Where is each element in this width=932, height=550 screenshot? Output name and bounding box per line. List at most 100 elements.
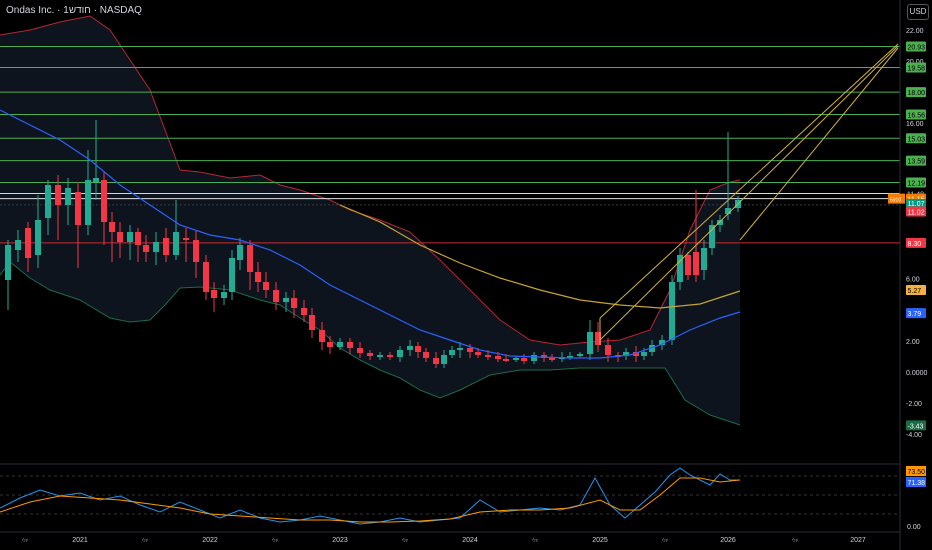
candle-body [117, 232, 123, 242]
candle-body [441, 355, 447, 364]
y-tick-label: 6.00 [906, 277, 920, 284]
candle-body [127, 232, 133, 242]
green-level-tag [906, 62, 926, 73]
candle-body [5, 245, 11, 280]
alert-prefix-text: 5910 [890, 198, 901, 204]
candle-body [701, 248, 707, 270]
x-minor-tick-label: יולי [272, 537, 279, 544]
rsi-line [0, 467, 740, 525]
candle-body [709, 225, 715, 248]
candle-body [693, 252, 699, 275]
candle-body [595, 332, 601, 345]
candle-body [677, 255, 683, 282]
basis-value-tag [906, 308, 926, 319]
trend-fan-line [599, 43, 899, 319]
candle-body [183, 238, 189, 240]
candle-body [15, 240, 21, 250]
green-level-tag-text: 19.58 [908, 66, 926, 73]
candle-body [457, 348, 463, 350]
x-tick-label: 2024 [462, 537, 478, 544]
candle-body [367, 353, 373, 356]
green-level-tag-text: 13.59 [908, 159, 926, 166]
candle-body [669, 282, 675, 340]
candle-body [717, 220, 723, 225]
candle-body [85, 180, 91, 225]
candle-body [263, 282, 269, 290]
candle-body [273, 290, 279, 302]
candle-body [203, 262, 209, 292]
candle-body [291, 298, 297, 308]
candle-body [357, 348, 363, 353]
rsi-ma-tag-text: 73.50 [908, 469, 926, 476]
trend-fan-line [599, 45, 899, 341]
chart-title: Ondas Inc. · 1חודש · NASDAQ [6, 5, 142, 16]
x-tick-label: 2023 [332, 537, 348, 544]
candle-body [247, 245, 253, 272]
y-tick-label: -2.00 [906, 401, 922, 408]
candle-body [173, 232, 179, 255]
candle-body [163, 238, 169, 255]
x-tick-label: 2022 [202, 537, 218, 544]
green-level-tag [906, 177, 926, 188]
x-minor-tick-label: יולי [792, 537, 799, 544]
green-level-tag [906, 155, 926, 166]
candle-body [449, 350, 455, 355]
candle-body [55, 185, 61, 205]
candle-body [221, 292, 227, 298]
candle-body [255, 272, 261, 282]
x-minor-tick-label: יולי [662, 537, 669, 544]
candle-body [513, 358, 519, 360]
green-level-tag [906, 109, 926, 120]
bollinger-band-fill [0, 16, 740, 425]
candle-body [45, 185, 51, 218]
y-tick-label: 0.0000 [906, 370, 928, 377]
candle-body [521, 358, 527, 361]
lower-band-tag-text: -3.43 [908, 423, 924, 430]
candle-body [641, 352, 647, 356]
ma-value-tag [906, 285, 926, 296]
x-minor-tick-label: יולי [402, 537, 409, 544]
currency-button[interactable]: USD [907, 4, 929, 20]
ma-value-tag-text: 5.27 [908, 288, 922, 295]
x-tick-label: 2026 [720, 537, 736, 544]
x-tick-label: 2021 [72, 537, 88, 544]
candle-body [407, 346, 413, 350]
candle-body [211, 290, 217, 298]
green-level-tag-text: 15.03 [908, 136, 926, 143]
candle-body [347, 342, 353, 348]
rsi-zero-label: 0.00 [907, 524, 921, 531]
rsi-ma-line [0, 477, 741, 523]
candle-body [237, 245, 243, 260]
x-minor-tick-label: יולי [22, 537, 29, 544]
candle-body [135, 232, 141, 245]
green-level-tag-text: 20.93 [908, 45, 926, 52]
candle-body [109, 222, 115, 232]
candle-body [725, 208, 731, 214]
red-level-tag-text: 8.30 [908, 241, 922, 248]
candle-body [283, 298, 289, 302]
candle-body [423, 352, 429, 358]
candle-body [193, 240, 199, 262]
rsi-tag [906, 477, 926, 487]
trend-fan-line [739, 47, 899, 241]
candle-body [541, 355, 547, 358]
candle-body [309, 315, 315, 330]
y-tick-label: 20.00 [906, 59, 924, 66]
green-level-tag-text: 16.56 [908, 112, 926, 119]
candle-body [587, 332, 593, 354]
alert-prefix-tag [888, 193, 905, 204]
y-tick-label: -4.00 [906, 432, 922, 439]
candle-body [633, 352, 639, 356]
basis-ma-line [0, 109, 741, 359]
candle-body [397, 350, 403, 357]
candle-body [549, 358, 555, 360]
candle-body [337, 342, 343, 347]
x-tick-label: 2027 [850, 537, 866, 544]
basis-value-tag-text: 3.79 [908, 311, 922, 318]
candle-body [485, 355, 491, 357]
rsi-tag-text: 71.38 [908, 480, 926, 487]
candle-body [433, 358, 439, 364]
moving-average-line [339, 204, 741, 309]
candle-body [467, 348, 473, 352]
